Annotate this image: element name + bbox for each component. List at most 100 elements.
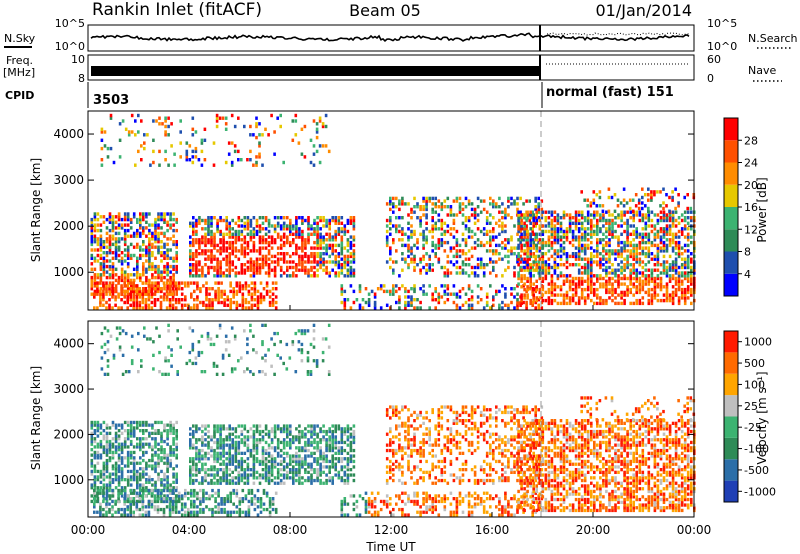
radar-cell — [410, 232, 413, 236]
radar-cell — [614, 296, 617, 300]
radar-cell — [96, 228, 100, 233]
radar-cell — [601, 204, 605, 208]
radar-cell — [117, 507, 120, 512]
radar-cell — [656, 260, 660, 264]
radar-cell — [240, 158, 243, 162]
radar-cell — [153, 497, 157, 501]
radar-cell — [154, 217, 157, 222]
radar-cell — [593, 260, 596, 264]
radar-cell — [623, 290, 626, 295]
radar-cell — [605, 257, 608, 261]
radar-cell — [222, 448, 225, 453]
radar-cell — [165, 499, 169, 504]
radar-cell — [225, 232, 228, 236]
radar-cell — [192, 465, 195, 469]
radar-cell — [169, 270, 172, 274]
radar-cell — [120, 423, 124, 427]
radar-cell — [247, 507, 251, 512]
radar-cell — [407, 295, 410, 299]
radar-cell — [184, 491, 187, 495]
radar-cell — [111, 505, 114, 509]
radar-cell — [626, 263, 629, 267]
radar-cell — [174, 507, 178, 512]
radar-cell — [142, 253, 145, 258]
radar-cell — [485, 263, 489, 267]
radar-cell — [105, 434, 109, 438]
radar-cell — [132, 445, 136, 449]
radar-cell — [568, 227, 572, 231]
radar-cell — [157, 448, 160, 452]
radar-cell — [249, 235, 253, 239]
radar-cell — [145, 437, 148, 441]
radar-cell — [198, 274, 201, 278]
radar-cell — [413, 268, 416, 272]
radar-cell — [316, 227, 319, 231]
radar-cell — [313, 246, 316, 250]
radar-cell — [650, 190, 653, 194]
radar-cell — [656, 235, 660, 239]
radar-cell — [596, 224, 599, 228]
radar-cell — [117, 275, 121, 280]
freq-label-line1: Freq. — [6, 54, 33, 67]
radar-cell — [437, 295, 441, 299]
radar-cell — [589, 204, 593, 208]
radar-cell — [665, 243, 669, 248]
radar-cell — [99, 298, 102, 302]
radar-cell — [201, 462, 204, 466]
radar-cell — [229, 281, 232, 285]
radar-cell — [325, 218, 328, 223]
radar-cell — [267, 229, 271, 234]
radar-cell — [583, 271, 587, 275]
radar-cell — [166, 458, 169, 463]
radar-cell — [235, 505, 239, 509]
radar-cell — [298, 229, 301, 234]
radar-cell — [440, 221, 444, 225]
radar-cell — [556, 216, 560, 220]
radar-cell — [102, 494, 105, 498]
radar-cell — [550, 276, 554, 281]
radar-cell — [671, 198, 674, 202]
radar-cell — [301, 268, 304, 272]
radar-cell — [632, 282, 635, 286]
radar-cell — [228, 473, 231, 477]
radar-cell — [583, 279, 587, 283]
radar-cell — [461, 268, 465, 272]
radar-cell — [273, 130, 276, 134]
radar-cell — [267, 249, 271, 253]
radar-cell — [626, 293, 629, 297]
radar-cell — [611, 271, 614, 275]
radar-cell — [129, 475, 133, 479]
radar-cell — [504, 216, 507, 220]
radar-cell — [504, 229, 507, 234]
radar-cell — [144, 488, 148, 493]
radar-cell — [203, 127, 207, 131]
radar-cell — [282, 257, 286, 261]
radar-cell — [139, 467, 142, 471]
freq-left-tick-high: 10 — [71, 53, 85, 66]
radar-cell — [289, 218, 292, 223]
radar-cell — [671, 238, 675, 242]
radar-cell — [114, 248, 118, 252]
radar-cell — [489, 260, 492, 264]
radar-cell — [538, 232, 542, 236]
radar-cell — [686, 296, 690, 300]
radar-cell — [404, 295, 407, 299]
radar-cell — [100, 163, 104, 167]
radar-cell — [647, 287, 651, 292]
radar-cell — [455, 303, 459, 307]
radar-cell — [671, 216, 675, 220]
radar-cell — [175, 453, 178, 457]
radar-cell — [187, 306, 190, 310]
radar-cell — [656, 276, 660, 281]
radar-cell — [213, 424, 216, 428]
radar-cell — [398, 238, 401, 242]
radar-cell — [166, 273, 169, 277]
radar-cell — [123, 212, 127, 216]
radar-cell — [225, 221, 228, 225]
radar-cell — [504, 210, 507, 214]
radar-cell — [541, 279, 545, 283]
cpid-segment-2: normal (fast) 151 — [546, 85, 674, 100]
radar-cell — [108, 480, 112, 484]
radar-cell — [114, 253, 118, 258]
colorbar-tick-label: 4 — [744, 268, 751, 281]
